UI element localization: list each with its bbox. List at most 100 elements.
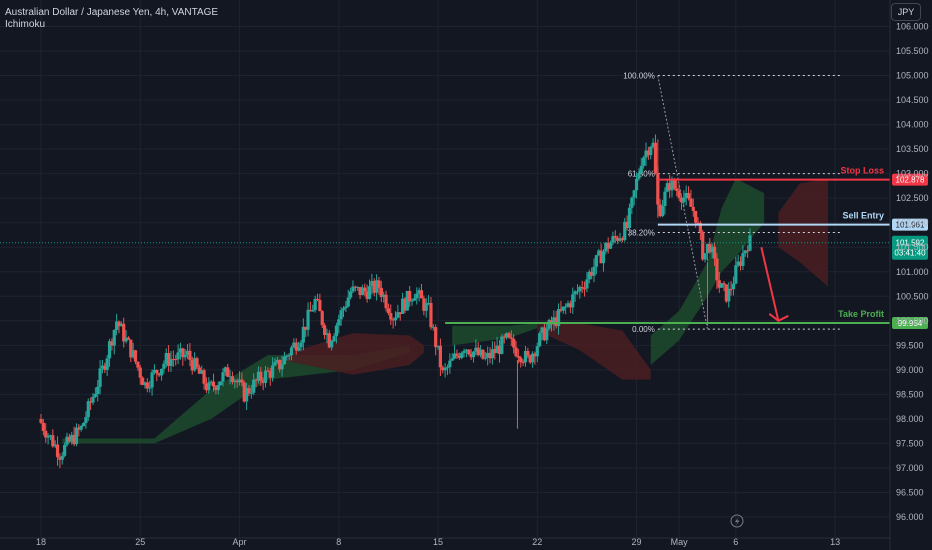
candle-body xyxy=(122,323,126,342)
candle-body xyxy=(634,178,639,191)
x-tick-label: 15 xyxy=(433,537,443,547)
y-tick-label: 96.500 xyxy=(896,487,924,497)
candle-body xyxy=(174,359,178,361)
candle-body xyxy=(616,237,620,241)
candle-body xyxy=(400,298,405,315)
candle-body xyxy=(169,358,173,367)
candle-body xyxy=(523,350,528,363)
candle-body xyxy=(632,190,636,198)
candle-body xyxy=(39,418,43,423)
price-tag xyxy=(892,218,928,231)
candle-body xyxy=(315,298,320,301)
level-label: Stop Loss xyxy=(840,166,884,176)
candle-body xyxy=(663,191,667,207)
candle-body xyxy=(278,359,282,370)
y-tick-label: 104.500 xyxy=(896,95,929,105)
candle-body xyxy=(226,367,230,377)
candle-body xyxy=(98,368,102,387)
candle-body xyxy=(746,250,750,252)
candle-body xyxy=(618,238,622,241)
candle-body xyxy=(249,392,253,394)
candle-body xyxy=(263,370,268,383)
trade-levels[interactable]: Stop Loss 102.878 Sell Entry 101.961 Take Pr… xyxy=(0,166,928,330)
candle-body xyxy=(327,333,331,348)
candle-body xyxy=(348,291,353,298)
candle-body xyxy=(408,290,412,302)
candle-body xyxy=(145,382,149,389)
candle-body xyxy=(417,290,421,294)
candle-body xyxy=(668,183,672,191)
candle-body xyxy=(717,280,721,288)
candle-body xyxy=(70,434,74,442)
candle-body xyxy=(630,197,634,208)
candle-body xyxy=(653,142,658,174)
candle-body xyxy=(509,337,513,339)
candle-body xyxy=(455,353,459,356)
candle-body xyxy=(573,291,577,295)
candle-body xyxy=(197,367,201,374)
candle-body xyxy=(384,294,388,309)
candle-body xyxy=(460,353,464,358)
candle-body xyxy=(677,190,681,198)
candle-body xyxy=(65,436,69,445)
candle-body xyxy=(275,359,279,362)
price-tag xyxy=(892,173,928,186)
candle-body xyxy=(608,243,613,249)
candle-body xyxy=(185,350,190,355)
candle-body xyxy=(694,210,698,223)
candle-body xyxy=(382,294,386,298)
x-tick-label: 18 xyxy=(36,537,46,547)
candle-body xyxy=(67,436,71,442)
candle-body xyxy=(554,317,558,327)
candle-body xyxy=(223,367,227,373)
candle-body xyxy=(209,381,213,383)
y-tick-label: 98.500 xyxy=(896,389,924,399)
candle-body xyxy=(367,286,372,299)
candle-body xyxy=(240,379,244,383)
candle-body xyxy=(195,358,199,368)
candle-body xyxy=(247,388,251,394)
candle-body xyxy=(727,288,731,302)
candle-body xyxy=(424,303,428,311)
candle-body xyxy=(571,294,575,308)
candle-body xyxy=(448,360,452,368)
candle-body xyxy=(332,336,336,342)
candle-body xyxy=(698,222,702,232)
currency-button[interactable]: JPY xyxy=(891,3,921,21)
candle-body xyxy=(658,204,662,217)
y-tick-label: 103.500 xyxy=(896,144,929,154)
candle-body xyxy=(306,309,310,330)
candle-body xyxy=(741,253,745,266)
candle-body xyxy=(686,192,691,199)
symbol-title: Australian Dollar / Japanese Yen, 4h, VA… xyxy=(5,7,219,18)
candle-body xyxy=(356,286,360,288)
candle-body xyxy=(117,321,121,327)
candle-body xyxy=(207,382,211,391)
y-tick-label: 97.000 xyxy=(896,463,924,473)
candle-body xyxy=(334,325,339,337)
candle-body xyxy=(481,349,485,359)
candle-body xyxy=(665,183,669,192)
candle-body xyxy=(627,207,632,229)
candle-body xyxy=(738,261,743,266)
candle-body xyxy=(233,380,237,383)
candle-body xyxy=(535,346,539,357)
y-tick-label: 106.000 xyxy=(896,22,929,32)
indicator-label[interactable]: Ichimoku xyxy=(5,19,46,30)
flash-icon[interactable] xyxy=(730,514,744,528)
x-tick-label: 22 xyxy=(532,537,542,547)
candle-body xyxy=(613,236,617,238)
grid xyxy=(0,0,890,538)
candle-body xyxy=(313,298,317,311)
candle-body xyxy=(490,349,494,359)
candlesticks[interactable] xyxy=(39,134,752,469)
candle-body xyxy=(365,291,369,299)
candle-body xyxy=(578,286,582,292)
projection-arrow-head xyxy=(768,313,789,322)
candle-body xyxy=(533,353,537,357)
candle-body xyxy=(521,362,525,364)
candle-body xyxy=(256,371,261,381)
candle-body xyxy=(474,347,478,352)
candle-body xyxy=(644,150,648,158)
